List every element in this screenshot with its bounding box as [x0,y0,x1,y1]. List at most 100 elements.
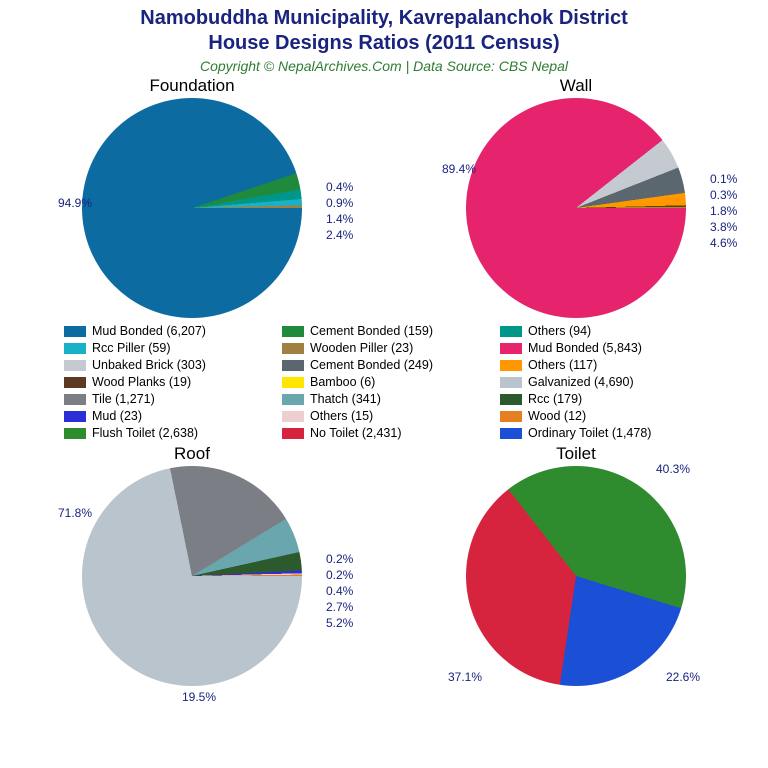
lbl: 89.4% [442,162,476,176]
legend-swatch [64,326,86,337]
lbl: 0.3% [710,188,737,202]
legend-swatch [282,428,304,439]
legend-item: Ordinary Toilet (1,478) [500,426,700,440]
title-line2: House Designs Ratios (2011 Census) [0,31,768,56]
legend-label: Rcc (179) [528,392,582,406]
legend-item: Unbaked Brick (303) [64,358,264,372]
legend-swatch [500,360,522,371]
lbl: 0.4% [326,584,353,598]
legend-label: No Toilet (2,431) [310,426,402,440]
lbl: 1.4% [326,212,353,226]
pie-wrap-roof: 71.8% 19.5% 0.2% 0.2% 0.4% 2.7% 5.2% [82,466,302,686]
charts-bottom-row: Roof 71.8% 19.5% 0.2% 0.2% 0.4% 2.7% 5.2… [0,444,768,686]
legend-swatch [64,394,86,405]
legend-item: Others (15) [282,409,482,423]
legend-item: Mud Bonded (6,207) [64,324,264,338]
lbl: 5.2% [326,616,353,630]
legend-item: Cement Bonded (249) [282,358,482,372]
legend-item: Wooden Piller (23) [282,341,482,355]
legend-label: Thatch (341) [310,392,381,406]
legend-swatch [282,326,304,337]
legend-item: Mud (23) [64,409,264,423]
lbl: 19.5% [182,690,216,704]
legend-item: Others (94) [500,324,700,338]
legend-item: Rcc Piller (59) [64,341,264,355]
lbl: 0.1% [710,172,737,186]
pie-roof [82,466,302,686]
lbl: 4.6% [710,236,737,250]
legend-label: Cement Bonded (159) [310,324,433,338]
chart-toilet: Toilet 40.3% 22.6% 37.1% [396,444,756,686]
legend-item: Wood (12) [500,409,700,423]
legend-item: Cement Bonded (159) [282,324,482,338]
lbl: 37.1% [448,670,482,684]
lbl: 22.6% [666,670,700,684]
pie-wrap-toilet: 40.3% 22.6% 37.1% [466,466,686,686]
pie-wrap-wall: 89.4% 0.1% 0.3% 1.8% 3.8% 4.6% [466,98,686,318]
legend-item: Galvanized (4,690) [500,375,700,389]
legend: Mud Bonded (6,207) Cement Bonded (159) Oth… [64,324,704,440]
lbl: 40.3% [656,462,690,476]
legend-swatch [64,411,86,422]
legend-label: Others (94) [528,324,591,338]
legend-label: Bamboo (6) [310,375,375,389]
chart-title-roof: Roof [12,444,372,464]
legend-label: Ordinary Toilet (1,478) [528,426,651,440]
chart-wall: Wall 89.4% 0.1% 0.3% 1.8% 3.8% 4.6% [396,76,756,318]
chart-roof: Roof 71.8% 19.5% 0.2% 0.2% 0.4% 2.7% 5.2… [12,444,372,686]
legend-swatch [500,394,522,405]
pie-wall [466,98,686,318]
legend-label: Wood Planks (19) [92,375,191,389]
pie-foundation [82,98,302,318]
lbl: 94.9% [58,196,92,210]
lbl: 0.4% [326,180,353,194]
legend-label: Tile (1,271) [92,392,155,406]
legend-label: Mud Bonded (5,843) [528,341,642,355]
legend-item: Thatch (341) [282,392,482,406]
charts-top-row: Foundation 94.9% 0.4% 0.9% 1.4% 2.4% Wal… [0,76,768,318]
legend-swatch [64,377,86,388]
legend-item: Bamboo (6) [282,375,482,389]
legend-item: Rcc (179) [500,392,700,406]
legend-label: Unbaked Brick (303) [92,358,206,372]
lbl: 0.9% [326,196,353,210]
legend-label: Flush Toilet (2,638) [92,426,198,440]
legend-label: Others (117) [528,358,597,372]
lbl: 71.8% [58,506,92,520]
lbl: 0.2% [326,568,353,582]
pie-toilet [466,466,686,686]
legend-label: Others (15) [310,409,373,423]
legend-label: Rcc Piller (59) [92,341,171,355]
legend-item: Tile (1,271) [64,392,264,406]
lbl: 0.2% [326,552,353,566]
legend-swatch [282,377,304,388]
legend-item: Wood Planks (19) [64,375,264,389]
legend-swatch [64,428,86,439]
legend-swatch [282,343,304,354]
legend-swatch [282,360,304,371]
legend-swatch [282,394,304,405]
lbl: 3.8% [710,220,737,234]
legend-item: Mud Bonded (5,843) [500,341,700,355]
legend-label: Wooden Piller (23) [310,341,413,355]
lbl: 2.7% [326,600,353,614]
legend-swatch [64,343,86,354]
pie-wrap-foundation: 94.9% 0.4% 0.9% 1.4% 2.4% [82,98,302,318]
chart-title-toilet: Toilet [396,444,756,464]
lbl: 1.8% [710,204,737,218]
chart-title-wall: Wall [396,76,756,96]
legend-swatch [64,360,86,371]
legend-label: Wood (12) [528,409,586,423]
title-block: Namobuddha Municipality, Kavrepalanchok … [0,0,768,74]
legend-swatch [500,377,522,388]
legend-label: Galvanized (4,690) [528,375,634,389]
legend-swatch [282,411,304,422]
title-line1: Namobuddha Municipality, Kavrepalanchok … [0,6,768,31]
legend-item: No Toilet (2,431) [282,426,482,440]
legend-label: Mud Bonded (6,207) [92,324,206,338]
subtitle: Copyright © NepalArchives.Com | Data Sou… [0,58,768,74]
legend-label: Cement Bonded (249) [310,358,433,372]
chart-title-foundation: Foundation [12,76,372,96]
chart-foundation: Foundation 94.9% 0.4% 0.9% 1.4% 2.4% [12,76,372,318]
legend-item: Flush Toilet (2,638) [64,426,264,440]
